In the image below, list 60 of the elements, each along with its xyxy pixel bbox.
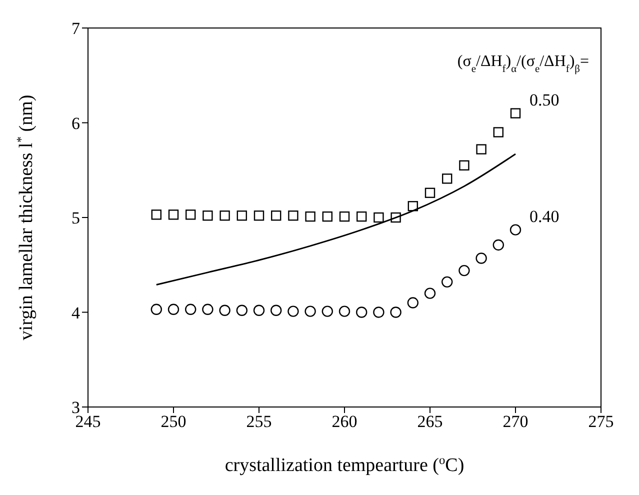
x-tick-label: 265 — [417, 412, 443, 432]
point — [288, 210, 298, 221]
point — [270, 304, 282, 316]
point — [305, 211, 316, 222]
point — [510, 108, 521, 118]
point — [476, 144, 486, 154]
annotation: 0.40 — [530, 206, 560, 226]
point — [254, 210, 264, 221]
point — [356, 306, 368, 318]
point — [151, 210, 162, 220]
point — [288, 306, 299, 317]
point — [186, 210, 196, 220]
point — [510, 224, 522, 236]
point — [424, 188, 436, 198]
point — [253, 304, 265, 316]
point — [168, 210, 179, 220]
point — [202, 304, 214, 316]
point — [458, 264, 470, 276]
x-tick-label: 245 — [75, 412, 101, 432]
x-tick-label: 260 — [332, 412, 358, 432]
point — [339, 211, 350, 222]
point — [236, 210, 247, 221]
point — [493, 127, 504, 138]
point — [424, 288, 436, 299]
line-series — [156, 153, 516, 286]
x-axis-title: crystallization tempearture ($^{o}$C) — [224, 453, 464, 476]
point — [271, 210, 282, 221]
x-tick-label: 255 — [246, 412, 272, 432]
point — [185, 304, 196, 316]
point — [322, 211, 332, 222]
point — [374, 212, 384, 223]
point — [168, 304, 180, 316]
x-tick-label: 250 — [160, 412, 186, 432]
text: (σ$_{e}$/ΔH$_{f}$)$_{α}$/(σ$_{e}$/ΔH$_{f}$)$_{β}$= — [457, 53, 589, 74]
point — [408, 201, 418, 212]
point — [390, 212, 401, 223]
y-tick-label: 5 — [72, 208, 80, 228]
point — [338, 306, 350, 317]
point — [373, 306, 384, 318]
y-tick-label: 4 — [72, 303, 80, 322]
point — [322, 306, 333, 317]
y-tick-label: 6 — [72, 114, 80, 133]
x-tick-label: 270 — [502, 412, 528, 432]
point — [390, 306, 402, 318]
point — [442, 174, 452, 184]
point — [356, 211, 367, 222]
point — [219, 304, 230, 316]
point — [407, 297, 418, 308]
annotation: 0.50 — [530, 90, 560, 110]
point — [476, 252, 487, 264]
y-tick-label: 7 — [72, 19, 80, 38]
point — [459, 160, 470, 170]
point — [220, 210, 230, 221]
point — [442, 276, 453, 288]
point — [236, 304, 248, 316]
x-tick-label: 275 — [588, 412, 614, 432]
point — [150, 304, 162, 316]
point — [304, 306, 316, 317]
point — [492, 239, 504, 251]
point — [202, 210, 213, 221]
